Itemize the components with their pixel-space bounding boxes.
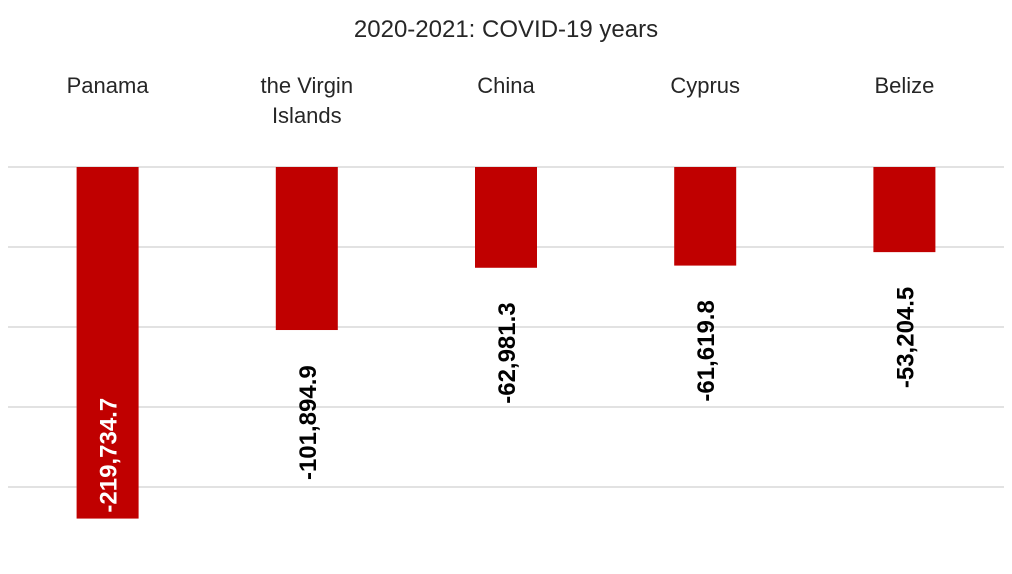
gridlines: [8, 166, 1004, 488]
data-label: -62,981.3: [494, 302, 521, 403]
bar: [674, 167, 737, 266]
category-label: Panama: [67, 73, 150, 98]
category-label: China: [477, 73, 535, 98]
chart-title: 2020-2021: COVID-19 years: [354, 16, 658, 43]
category-label: Belize: [874, 73, 934, 98]
data-label: -219,734.7: [96, 398, 123, 513]
category-label: Cyprus: [670, 73, 740, 98]
category-label: the Virgin Islands: [261, 73, 354, 128]
bar: [275, 167, 338, 331]
bars: [76, 167, 936, 519]
bar: [873, 167, 936, 253]
bar: [76, 167, 139, 519]
data-label: -53,204.5: [892, 287, 919, 388]
data-labels: -219,734.7 -101,894.9 -62,981.3 -61,619.8 -5…: [96, 287, 920, 513]
bar: [475, 167, 537, 268]
category-labels: Panama the Virgin Islands China Cyprus Belize: [67, 73, 935, 128]
data-label: -61,619.8: [693, 300, 720, 401]
data-label: -101,894.9: [295, 365, 322, 480]
